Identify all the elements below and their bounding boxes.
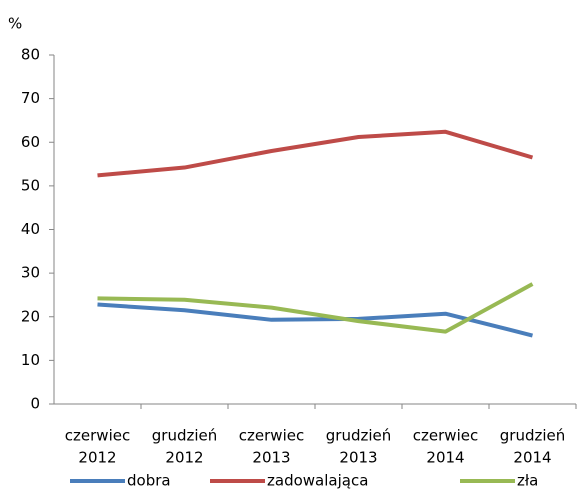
y-tick-label: 50 xyxy=(21,176,40,194)
y-tick-label: 40 xyxy=(21,220,40,238)
x-tick-label: 2014 xyxy=(513,449,551,467)
legend-label: zła xyxy=(517,472,538,490)
line xyxy=(97,129,534,178)
x-tick-label: grudzień xyxy=(326,427,392,445)
x-tick-label: czerwiec xyxy=(65,427,130,445)
line xyxy=(97,302,533,338)
y-tick-label: 10 xyxy=(21,351,40,369)
y-tick-label: 20 xyxy=(21,307,40,325)
y-tick-label: 80 xyxy=(21,46,40,64)
x-tick-label: czerwiec xyxy=(239,427,304,445)
y-tick-label: 70 xyxy=(21,89,40,107)
legend-label: zadowalająca xyxy=(267,472,368,490)
y-tick-label: 0 xyxy=(30,395,40,413)
x-tick-label: czerwiec xyxy=(413,427,478,445)
x-tick-label: 2013 xyxy=(339,449,377,467)
line xyxy=(97,282,534,334)
x-tick-label: 2012 xyxy=(78,449,116,467)
y-axis-label: % xyxy=(8,15,22,33)
y-tick-label: 30 xyxy=(21,264,40,282)
x-tick-label: 2012 xyxy=(165,449,203,467)
y-tick-label: 60 xyxy=(21,133,40,151)
legend-label: dobra xyxy=(127,472,171,490)
x-tick-label: grudzień xyxy=(500,427,566,445)
x-tick-label: 2013 xyxy=(252,449,290,467)
x-tick-label: 2014 xyxy=(426,449,464,467)
x-tick-label: grudzień xyxy=(152,427,218,445)
